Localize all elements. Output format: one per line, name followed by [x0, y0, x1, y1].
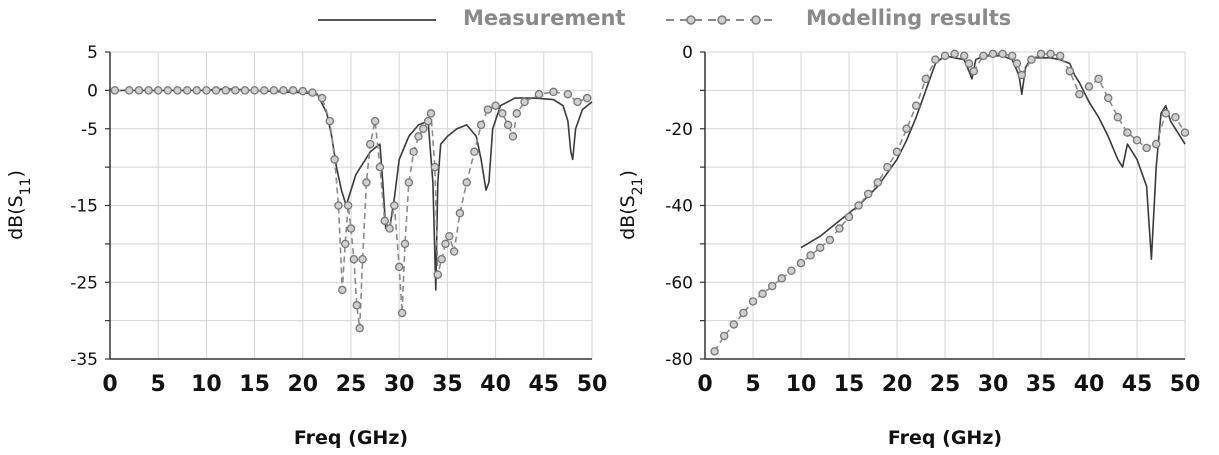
- x-tick-label: 20: [287, 372, 318, 397]
- data-point-modelling: [455, 208, 465, 218]
- data-point-modelling: [390, 201, 399, 210]
- y-tick-label: -35: [70, 350, 98, 370]
- data-point-modelling: [182, 86, 192, 95]
- data-point-modelling: [503, 120, 513, 130]
- data-point-modelling: [211, 86, 221, 95]
- data-point-modelling: [308, 88, 317, 97]
- y-tick-label: -5: [81, 120, 98, 140]
- data-point-modelling: [430, 162, 440, 172]
- data-point-modelling: [250, 86, 259, 95]
- data-point-modelling: [355, 324, 364, 333]
- data-point-modelling: [192, 86, 202, 95]
- data-point-modelling: [445, 231, 454, 241]
- data-point-modelling: [508, 132, 518, 141]
- data-point-modelling: [423, 116, 433, 126]
- data-point-modelling: [343, 201, 353, 210]
- x-tick-label: 40: [480, 372, 511, 397]
- data-point-modelling: [512, 109, 522, 118]
- data-point-modelling: [317, 93, 327, 103]
- data-point-modelling: [404, 178, 414, 187]
- data-point-modelling: [231, 86, 240, 95]
- data-point-modelling: [549, 87, 558, 97]
- data-point-modelling: [491, 101, 500, 110]
- legend-modelling-label: Modelling results: [806, 6, 1012, 30]
- data-point-modelling: [433, 270, 443, 279]
- data-point-modelling: [462, 178, 471, 187]
- x-tick-label: 5: [151, 372, 166, 397]
- y-tick-label: -15: [70, 197, 98, 217]
- data-point-modelling: [330, 155, 339, 164]
- data-point-modelling: [563, 89, 573, 99]
- x-axis-label: Freq (GHz): [294, 427, 408, 449]
- x-tick-label: 45: [528, 372, 559, 397]
- x-tick-label: 15: [239, 372, 270, 397]
- data-point-modelling: [173, 86, 182, 95]
- data-point-modelling: [338, 285, 347, 295]
- data-point-modelling: [259, 86, 269, 95]
- data-point-modelling: [470, 147, 479, 157]
- data-point-modelling: [269, 86, 279, 95]
- data-point-modelling: [221, 86, 230, 95]
- data-point-modelling: [349, 254, 359, 264]
- data-point-modelling: [134, 86, 144, 95]
- data-point-modelling: [144, 86, 153, 95]
- data-point-modelling: [409, 147, 418, 157]
- legend-modelling-swatch: [666, 15, 778, 25]
- data-point-modelling: [441, 239, 450, 249]
- data-point-modelling: [163, 86, 173, 95]
- data-point-modelling: [288, 86, 298, 95]
- data-point-modelling: [498, 109, 507, 118]
- x-tick-label: 50: [577, 372, 608, 397]
- data-point-modelling: [380, 216, 389, 226]
- data-point-modelling: [534, 89, 544, 99]
- data-point-modelling: [520, 97, 529, 107]
- data-point-modelling: [375, 162, 385, 172]
- data-point-modelling: [352, 301, 362, 310]
- data-point-modelling: [153, 86, 163, 95]
- data-point-modelling: [449, 247, 459, 256]
- data-point-modelling: [476, 120, 486, 130]
- data-point-modelling: [397, 308, 407, 318]
- legend-measurement-label: Measurement: [463, 6, 626, 30]
- data-point-modelling: [362, 178, 371, 187]
- data-point-modelling: [358, 254, 367, 264]
- data-point-modelling: [125, 86, 134, 95]
- data-point-modelling: [582, 93, 592, 103]
- data-point-modelling: [366, 139, 375, 149]
- data-point-modelling: [437, 254, 446, 264]
- y-tick-label: 5: [87, 43, 98, 63]
- data-point-modelling: [346, 224, 356, 233]
- data-point-modelling: [325, 116, 335, 126]
- data-point-modelling: [573, 97, 582, 107]
- data-point-modelling: [279, 86, 288, 95]
- data-point-modelling: [334, 201, 343, 210]
- data-point-modelling: [298, 86, 308, 96]
- data-point-modelling: [340, 239, 350, 249]
- data-point-modelling: [400, 239, 410, 249]
- y-axis-label: dB(S11): [5, 170, 34, 240]
- x-tick-label: 35: [432, 372, 463, 397]
- data-point-modelling: [110, 86, 120, 95]
- data-point-modelling: [202, 86, 211, 95]
- x-tick-label: 10: [191, 372, 222, 397]
- data-point-modelling: [414, 132, 423, 141]
- legend: Measurement Modelling results: [0, 4, 1219, 36]
- data-point-modelling: [240, 86, 250, 95]
- data-point-modelling: [426, 109, 436, 118]
- y-tick-label: 0: [87, 81, 98, 101]
- data-point-modelling: [370, 116, 380, 126]
- data-point-modelling: [394, 262, 404, 272]
- x-tick-label: 0: [102, 372, 117, 397]
- y-tick-label: -25: [70, 273, 98, 293]
- x-tick-label: 25: [336, 372, 367, 397]
- data-point-modelling: [419, 124, 428, 134]
- data-point-modelling: [483, 105, 493, 114]
- x-tick-label: 30: [384, 372, 415, 397]
- data-point-modelling: [385, 224, 394, 233]
- legend-measurement-swatch: [318, 19, 436, 21]
